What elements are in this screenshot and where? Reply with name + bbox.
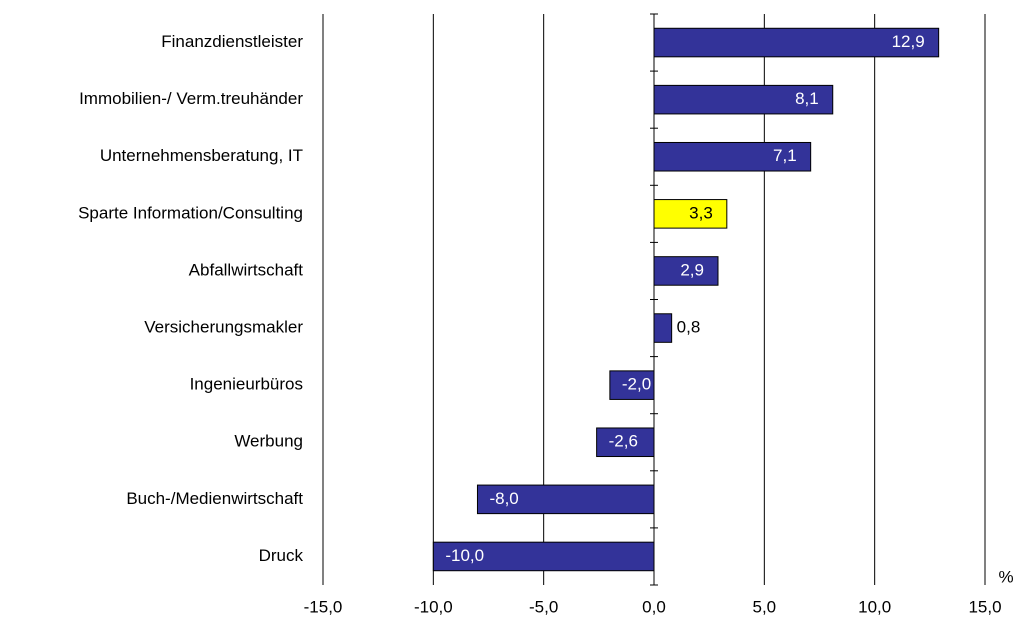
y-tick-label: Versicherungsmakler bbox=[144, 318, 303, 337]
y-tick-label: Finanzdienstleister bbox=[161, 32, 303, 51]
bar bbox=[653, 141, 812, 172]
bar bbox=[432, 541, 655, 572]
value-label: -10,0 bbox=[445, 546, 484, 565]
value-label: -8,0 bbox=[489, 489, 518, 508]
bar bbox=[476, 484, 655, 515]
x-tick-label: 10,0 bbox=[858, 597, 891, 616]
y-tick-label: Werbung bbox=[234, 432, 303, 451]
x-axis-label: % bbox=[998, 567, 1013, 586]
x-tick-label: -15,0 bbox=[304, 597, 343, 616]
y-tick-label: Immobilien-/ Verm.treuhänder bbox=[79, 89, 303, 108]
value-label: 7,1 bbox=[773, 146, 797, 165]
bar bbox=[653, 256, 719, 286]
value-label: 8,1 bbox=[795, 89, 819, 108]
bar bbox=[596, 427, 655, 458]
x-tick-label: 5,0 bbox=[753, 597, 777, 616]
value-label: 3,3 bbox=[689, 203, 713, 222]
bar bbox=[653, 199, 728, 229]
x-tick-label: -10,0 bbox=[414, 597, 453, 616]
value-label: -2,0 bbox=[622, 375, 651, 394]
bar bbox=[653, 313, 673, 343]
value-label: 2,9 bbox=[680, 260, 704, 279]
x-tick-label: 0,0 bbox=[642, 597, 666, 616]
x-tick-label: 15,0 bbox=[968, 597, 1001, 616]
bar bbox=[653, 84, 834, 115]
bar bbox=[609, 370, 655, 400]
value-label: -2,6 bbox=[609, 432, 638, 451]
value-label: 0,8 bbox=[677, 318, 701, 337]
y-tick-label: Sparte Information/Consulting bbox=[78, 203, 303, 222]
bar bbox=[653, 27, 940, 58]
y-tick-label: Ingenieurbüros bbox=[190, 375, 303, 394]
y-tick-label: Abfallwirtschaft bbox=[189, 260, 304, 279]
value-label: 12,9 bbox=[892, 32, 925, 51]
y-tick-label: Unternehmensberatung, IT bbox=[100, 146, 303, 165]
y-tick-label: Buch-/Medienwirtschaft bbox=[126, 489, 303, 508]
x-tick-label: -5,0 bbox=[529, 597, 558, 616]
y-tick-label: Druck bbox=[259, 546, 304, 565]
